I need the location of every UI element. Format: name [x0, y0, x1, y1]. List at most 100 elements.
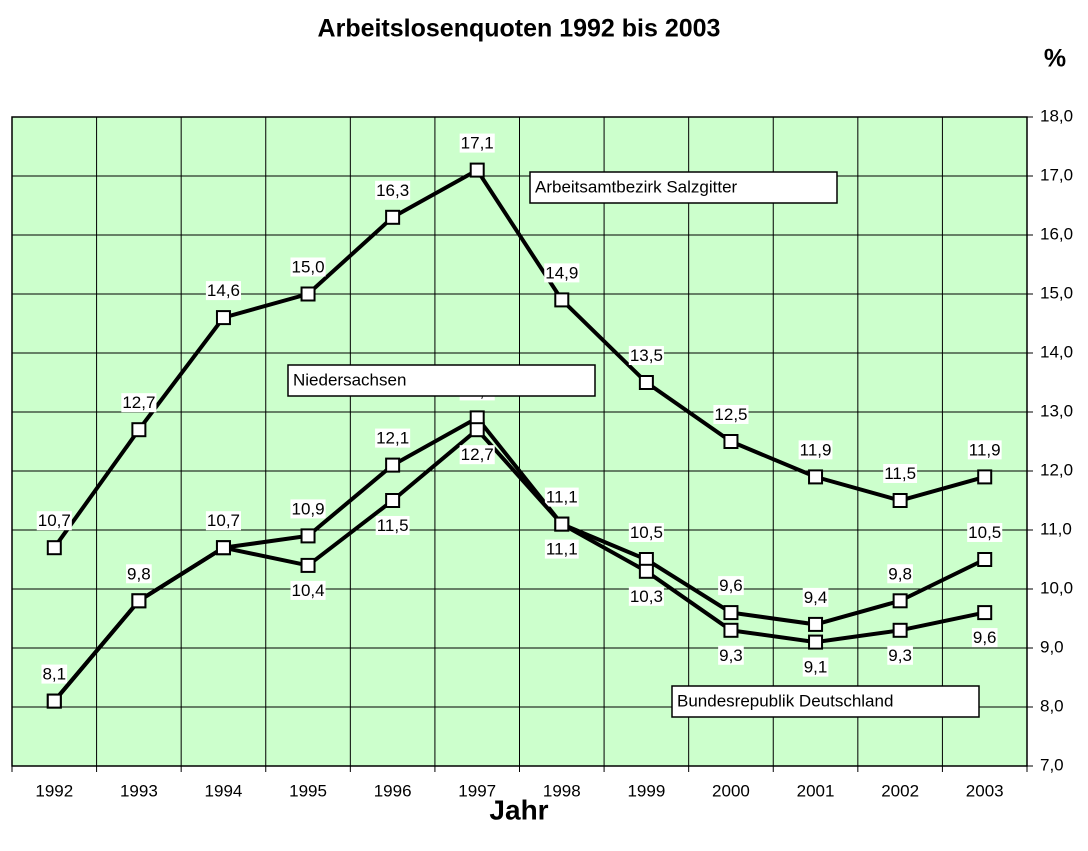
- series-line: [52, 167, 986, 549]
- y-tick-label: 16,0: [1040, 224, 1073, 243]
- data-label-bg: [802, 657, 829, 677]
- point-marker: [469, 162, 485, 178]
- data-label: 9,6: [973, 628, 997, 647]
- y-tick-label: 14,0: [1040, 342, 1073, 361]
- data-label-bg: [375, 180, 411, 200]
- data-label: 11,5: [884, 464, 916, 483]
- legend-label: Niedersachsen: [293, 370, 406, 389]
- point-marker: [215, 540, 231, 556]
- point-marker: [46, 540, 62, 556]
- data-label-bg: [971, 628, 998, 648]
- data-label: 8,1: [42, 665, 66, 684]
- y-tick-label: 9,0: [1040, 637, 1064, 656]
- point-marker: [977, 605, 993, 621]
- data-label: 10,5: [968, 523, 1001, 542]
- y-tick-label: 10,0: [1040, 578, 1073, 597]
- data-label: 17,1: [461, 134, 494, 153]
- y-tick-label: 8,0: [1040, 696, 1064, 715]
- data-label-bg: [544, 263, 580, 283]
- point-marker: [638, 563, 654, 579]
- data-label-bg: [628, 522, 664, 542]
- data-label-bg: [883, 463, 918, 483]
- y-tick-label: 18,0: [1040, 106, 1073, 125]
- y-tick-label: 15,0: [1040, 283, 1073, 302]
- data-label: 10,7: [38, 511, 71, 530]
- series-line: [52, 426, 986, 703]
- data-label: 9,3: [888, 646, 912, 665]
- point-marker: [892, 593, 908, 609]
- x-tick-label: 1996: [374, 781, 412, 800]
- data-label: 9,1: [804, 658, 828, 677]
- x-tick-label: 2000: [712, 781, 750, 800]
- data-label: 11,1: [546, 540, 578, 559]
- data-label-bg: [205, 511, 242, 531]
- point-marker: [977, 552, 993, 567]
- point-marker: [215, 310, 231, 326]
- data-label-bg: [290, 499, 326, 519]
- data-label: 10,3: [630, 587, 663, 606]
- data-label: 15,0: [291, 257, 324, 276]
- legend-label: Bundesrepublik Deutschland: [677, 691, 893, 710]
- data-label-bg: [205, 281, 242, 301]
- data-label: 12,7: [461, 445, 494, 464]
- data-label-bg: [628, 345, 664, 365]
- point-marker: [131, 593, 147, 609]
- data-label-bg: [887, 645, 913, 665]
- point-marker: [46, 693, 62, 709]
- data-label-bg: [718, 576, 744, 596]
- x-tick-label: 1993: [120, 781, 158, 800]
- data-label-bg: [798, 440, 833, 460]
- data-label-bg: [375, 428, 411, 448]
- data-label: 13,5: [630, 346, 663, 365]
- data-label-bg: [718, 645, 744, 665]
- x-axis-label: Jahr: [489, 794, 548, 825]
- data-label-bg: [544, 539, 579, 559]
- legend-box: [529, 171, 838, 204]
- data-label-bg: [802, 587, 829, 607]
- y-unit: %: [1044, 45, 1066, 73]
- data-label-bg: [544, 487, 579, 507]
- data-label-bg: [36, 511, 72, 531]
- data-label: 9,8: [127, 564, 151, 583]
- point-marker: [300, 286, 316, 302]
- chart-title: Arbeitslosenquoten 1992 bis 2003: [318, 15, 721, 43]
- point-marker: [723, 434, 739, 449]
- legend-box: [287, 364, 596, 397]
- legend-box: [671, 685, 980, 718]
- x-tick-label: 1994: [205, 781, 243, 800]
- data-label: 11,9: [969, 440, 1001, 459]
- point-marker: [808, 616, 824, 632]
- point-marker: [638, 375, 654, 390]
- data-label: 12,1: [376, 429, 409, 448]
- data-label-bg: [121, 393, 157, 413]
- point-marker: [385, 457, 401, 473]
- data-label-bg: [375, 515, 410, 535]
- data-label: 10,9: [291, 499, 324, 518]
- point-marker: [554, 516, 570, 532]
- x-tick-label: 2002: [881, 781, 919, 800]
- data-label-bg: [713, 404, 749, 424]
- point-marker: [892, 493, 908, 508]
- data-label: 10,4: [291, 581, 324, 600]
- data-label-bg: [967, 440, 1002, 460]
- data-label: 14,9: [545, 263, 578, 282]
- point-marker: [385, 209, 401, 225]
- point-marker: [385, 493, 401, 508]
- point-marker: [300, 557, 316, 573]
- point-marker: [300, 528, 316, 544]
- point-marker: [977, 469, 993, 485]
- data-label-bg: [126, 564, 152, 584]
- point-marker: [892, 622, 908, 638]
- point-marker: [554, 292, 570, 308]
- data-label: 9,3: [719, 646, 743, 665]
- x-tick-label: 2003: [966, 781, 1004, 800]
- point-marker: [808, 469, 824, 485]
- y-tick-label: 13,0: [1040, 401, 1073, 420]
- y-tick-label: 7,0: [1040, 755, 1064, 774]
- point-marker: [808, 634, 824, 650]
- data-label: 9,8: [888, 564, 912, 583]
- data-label-bg: [290, 580, 326, 600]
- data-label: 16,3: [376, 181, 409, 200]
- point-marker: [469, 422, 485, 438]
